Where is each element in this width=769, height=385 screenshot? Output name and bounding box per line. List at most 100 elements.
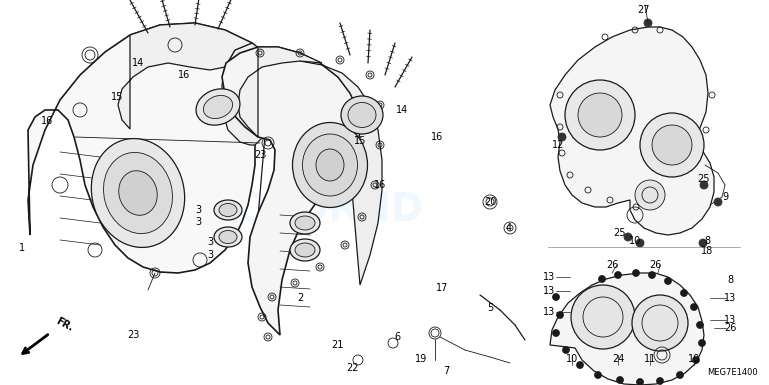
Text: 13: 13 xyxy=(724,293,736,303)
Text: 10: 10 xyxy=(566,354,578,364)
Text: 15: 15 xyxy=(111,92,123,102)
Text: 7: 7 xyxy=(443,366,449,376)
Circle shape xyxy=(598,276,605,283)
Text: 13: 13 xyxy=(543,307,555,317)
Text: 3: 3 xyxy=(195,217,201,227)
Circle shape xyxy=(552,330,560,336)
Circle shape xyxy=(557,311,564,318)
Circle shape xyxy=(578,93,622,137)
Circle shape xyxy=(700,181,708,189)
Ellipse shape xyxy=(290,212,320,234)
Text: 8: 8 xyxy=(727,275,733,285)
Ellipse shape xyxy=(204,95,232,119)
Text: 12: 12 xyxy=(552,140,564,150)
Circle shape xyxy=(624,233,632,241)
Text: 16: 16 xyxy=(374,180,386,190)
Text: 11: 11 xyxy=(644,354,656,364)
Text: 20: 20 xyxy=(484,197,496,207)
Text: 8: 8 xyxy=(704,236,710,246)
Circle shape xyxy=(644,19,652,27)
Circle shape xyxy=(657,378,664,385)
Text: 23: 23 xyxy=(254,150,266,160)
Text: 4: 4 xyxy=(506,223,512,233)
Text: FR.: FR. xyxy=(54,316,75,333)
Text: 16: 16 xyxy=(41,116,53,126)
Text: 3: 3 xyxy=(207,250,213,260)
Circle shape xyxy=(565,80,635,150)
Circle shape xyxy=(714,198,722,206)
Text: 26: 26 xyxy=(724,323,736,333)
Polygon shape xyxy=(28,23,282,273)
Circle shape xyxy=(648,271,655,278)
Ellipse shape xyxy=(290,239,320,261)
Ellipse shape xyxy=(316,149,344,181)
Ellipse shape xyxy=(219,231,237,243)
Text: 25: 25 xyxy=(614,228,626,238)
Text: 18: 18 xyxy=(701,246,713,256)
Circle shape xyxy=(594,372,601,378)
Circle shape xyxy=(558,133,566,141)
Ellipse shape xyxy=(104,152,172,234)
Circle shape xyxy=(632,295,688,351)
Text: 13: 13 xyxy=(543,286,555,296)
Circle shape xyxy=(691,303,697,310)
Polygon shape xyxy=(118,23,252,129)
Circle shape xyxy=(664,278,671,285)
Ellipse shape xyxy=(196,89,240,125)
Circle shape xyxy=(693,357,700,363)
Ellipse shape xyxy=(341,96,383,134)
Ellipse shape xyxy=(295,216,315,230)
Circle shape xyxy=(640,113,704,177)
Ellipse shape xyxy=(348,102,376,127)
Text: 16: 16 xyxy=(431,132,443,142)
Text: 14: 14 xyxy=(131,58,144,68)
Text: 25: 25 xyxy=(697,174,709,184)
Circle shape xyxy=(677,372,684,378)
Ellipse shape xyxy=(295,243,315,257)
Text: 5: 5 xyxy=(487,303,493,313)
Circle shape xyxy=(562,346,570,353)
Text: 23: 23 xyxy=(127,330,139,340)
Circle shape xyxy=(697,321,704,328)
Circle shape xyxy=(635,180,665,210)
Text: 26: 26 xyxy=(606,260,618,270)
Text: 1: 1 xyxy=(19,243,25,253)
Text: 27: 27 xyxy=(637,5,649,15)
Text: 2: 2 xyxy=(297,293,303,303)
Text: 22: 22 xyxy=(346,363,358,373)
Ellipse shape xyxy=(118,171,157,215)
Ellipse shape xyxy=(292,122,368,208)
Text: 14: 14 xyxy=(396,105,408,115)
Polygon shape xyxy=(550,27,714,235)
Polygon shape xyxy=(550,273,704,385)
Text: 16: 16 xyxy=(178,70,190,80)
Text: 21: 21 xyxy=(331,340,343,350)
Circle shape xyxy=(552,293,560,301)
Text: MOTORHD: MOTORHD xyxy=(197,191,423,229)
Circle shape xyxy=(652,125,692,165)
Text: 3: 3 xyxy=(195,205,201,215)
Polygon shape xyxy=(222,47,360,335)
Text: 3: 3 xyxy=(207,237,213,247)
Text: 9: 9 xyxy=(722,192,728,202)
Circle shape xyxy=(571,285,635,349)
Circle shape xyxy=(636,239,644,247)
Circle shape xyxy=(681,290,687,296)
Circle shape xyxy=(632,270,640,276)
Polygon shape xyxy=(222,43,278,145)
Circle shape xyxy=(637,378,644,385)
Text: 10: 10 xyxy=(688,354,700,364)
Ellipse shape xyxy=(214,200,242,220)
Ellipse shape xyxy=(214,227,242,247)
Text: 17: 17 xyxy=(436,283,448,293)
Text: 13: 13 xyxy=(724,315,736,325)
Circle shape xyxy=(699,239,707,247)
Circle shape xyxy=(698,340,705,346)
Text: 6: 6 xyxy=(394,332,400,342)
Text: 15: 15 xyxy=(354,136,366,146)
Ellipse shape xyxy=(302,134,358,196)
Circle shape xyxy=(577,362,584,368)
Text: 26: 26 xyxy=(649,260,661,270)
Text: 24: 24 xyxy=(612,354,624,364)
Text: 10: 10 xyxy=(629,236,641,246)
